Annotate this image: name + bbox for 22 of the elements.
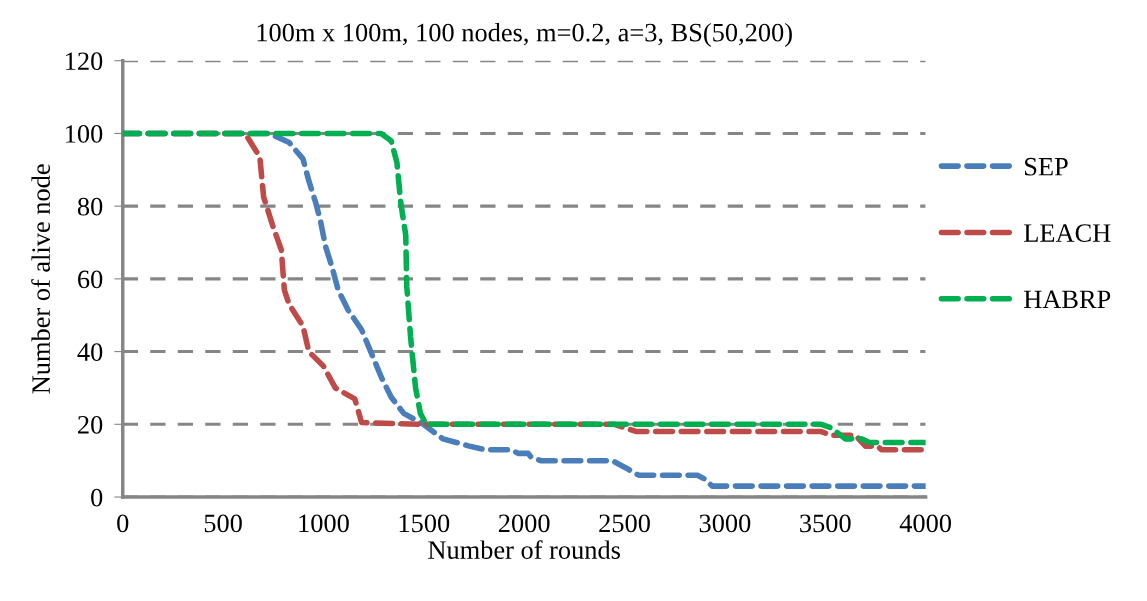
x-tick-label: 4000 bbox=[899, 514, 952, 533]
x-tick-label: 500 bbox=[204, 514, 242, 533]
x-axis-title: Number of rounds bbox=[428, 540, 620, 559]
y-tick-label: 80 bbox=[77, 197, 103, 216]
x-tick-label: 2000 bbox=[498, 514, 550, 533]
legend-label: HABRP bbox=[1024, 290, 1111, 309]
x-tick-label: 2500 bbox=[599, 514, 650, 533]
y-tick-label: 60 bbox=[78, 270, 103, 289]
y-tick-label: 120 bbox=[66, 52, 103, 71]
x-tick-label: 3500 bbox=[800, 514, 851, 533]
x-tick-label: 1500 bbox=[399, 514, 450, 533]
y-tick-label: 100 bbox=[66, 125, 103, 143]
y-axis-title: Number of alive node bbox=[31, 164, 51, 394]
x-tick-label: 1000 bbox=[299, 514, 349, 533]
y-tick-label: 0 bbox=[91, 488, 103, 507]
legend-label: LEACH bbox=[1024, 224, 1111, 242]
y-tick-label: 20 bbox=[78, 415, 103, 434]
x-tick-label: 0 bbox=[117, 514, 129, 533]
y-tick-label: 40 bbox=[77, 343, 103, 361]
chart-title: 100m x 100m, 100 nodes, m=0.2, a=3, BS(50,200) bbox=[257, 22, 792, 47]
x-tick-label: 3000 bbox=[699, 514, 751, 533]
legend-label: SEP bbox=[1025, 157, 1068, 176]
